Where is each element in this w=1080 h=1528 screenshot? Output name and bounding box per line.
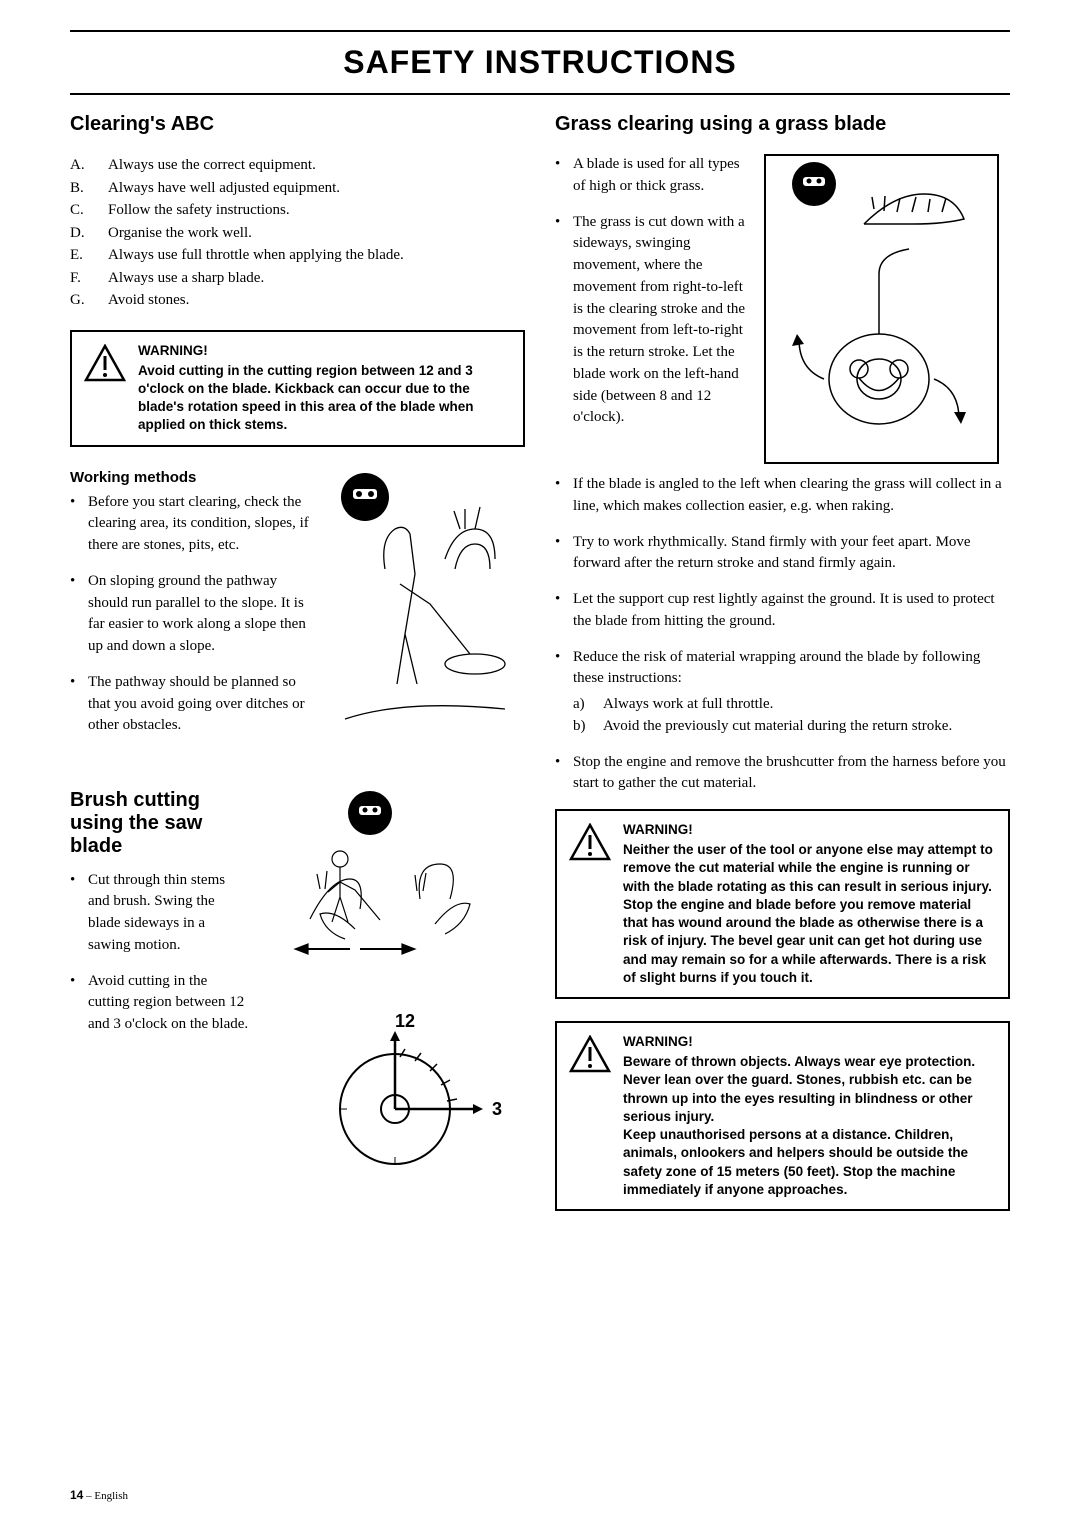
brush-cutting-heading: Brush cutting using the saw blade	[70, 789, 250, 858]
list-item: Let the support cup rest lightly against…	[555, 589, 1010, 633]
grass-rest-bullets: If the blade is angled to the left when …	[555, 474, 1010, 795]
bullet-text: Cut through thin stems and brush. Swing …	[88, 870, 250, 957]
right-column: Grass clearing using a grass blade A bla…	[555, 113, 1010, 1233]
abc-letter: E.	[70, 244, 108, 267]
sub-text: Avoid the previously cut material during…	[603, 716, 952, 738]
bullet-text: Let the support cup rest lightly against…	[573, 589, 1010, 633]
wrapping-sublist: a)Always work at full throttle. b)Avoid …	[573, 694, 1010, 738]
brush-cutting-row: Brush cutting using the saw blade Cut th…	[70, 789, 525, 1209]
top-rule	[70, 30, 1010, 32]
warning-body: Beware of thrown objects. Always wear ey…	[623, 1054, 975, 1197]
list-item: Reduce the risk of material wrapping aro…	[555, 647, 1010, 738]
list-item: Try to work rhythmically. Stand firmly w…	[555, 532, 1010, 576]
abc-item: E.Always use full throttle when applying…	[70, 244, 525, 267]
abc-item: D.Organise the work well.	[70, 222, 525, 245]
working-methods-bullets: Before you start clearing, check the cle…	[70, 492, 311, 738]
bullet-text: The grass is cut down with a sideways, s…	[573, 212, 750, 430]
list-item: Cut through thin stems and brush. Swing …	[70, 870, 250, 957]
list-item: The pathway should be planned so that yo…	[70, 672, 311, 737]
clearing-abc-heading: Clearing's ABC	[70, 113, 525, 136]
bullet-text: On sloping ground the pathway should run…	[88, 571, 311, 658]
abc-text: Always use a sharp blade.	[108, 267, 264, 290]
warning-triangle-icon	[569, 1035, 611, 1078]
warning-box-engine: WARNING! Neither the user of the tool or…	[555, 809, 1010, 999]
list-item: Stop the engine and remove the brushcutt…	[555, 752, 1010, 796]
grass-top-text: A blade is used for all types of high or…	[555, 154, 750, 464]
abc-text: Avoid stones.	[108, 289, 189, 312]
list-item: The grass is cut down with a sideways, s…	[555, 212, 750, 430]
list-item: On sloping ground the pathway should run…	[70, 571, 311, 658]
sub-letter: b)	[573, 716, 603, 738]
list-item: If the blade is angled to the left when …	[555, 474, 1010, 518]
abc-letter: B.	[70, 177, 108, 200]
warning-label: WARNING!	[623, 821, 996, 839]
bullet-text: Reduce the risk of material wrapping aro…	[573, 647, 1010, 738]
bullet-text: Stop the engine and remove the brushcutt…	[573, 752, 1010, 796]
working-methods-row: Working methods Before you start clearin…	[70, 469, 525, 759]
grass-clearing-top-row: A blade is used for all types of high or…	[555, 154, 1010, 464]
abc-item: F.Always use a sharp blade.	[70, 267, 525, 290]
page-language: English	[94, 1490, 128, 1502]
clock-three-label: 3	[492, 1099, 502, 1119]
warning-box-kickback: WARNING! Avoid cutting in the cutting re…	[70, 330, 525, 447]
abc-item: A.Always use the correct equipment.	[70, 154, 525, 177]
brush-cutting-text: Brush cutting using the saw blade Cut th…	[70, 789, 250, 1209]
warning-triangle-icon	[569, 823, 611, 866]
warning-body: Avoid cutting in the cutting region betw…	[138, 363, 474, 433]
abc-text: Always use full throttle when applying t…	[108, 244, 404, 267]
page-title: SAFETY INSTRUCTIONS	[70, 40, 1010, 93]
clearing-abc-list: A.Always use the correct equipment. B.Al…	[70, 154, 525, 312]
warning-body: Neither the user of the tool or anyone e…	[623, 842, 993, 985]
warning-box-thrown: WARNING! Beware of thrown objects. Alway…	[555, 1021, 1010, 1211]
grass-clearing-illustration	[764, 154, 999, 464]
sub-letter: a)	[573, 694, 603, 716]
title-rule	[70, 93, 1010, 95]
bullet-text: A blade is used for all types of high or…	[573, 154, 750, 198]
warning-label: WARNING!	[623, 1033, 996, 1051]
warning-content: WARNING! Avoid cutting in the cutting re…	[138, 342, 511, 435]
brush-cutting-illustration: 12 3	[264, 789, 525, 1209]
wrapping-intro: Reduce the risk of material wrapping aro…	[573, 649, 980, 687]
working-methods-text: Working methods Before you start clearin…	[70, 469, 311, 759]
abc-letter: D.	[70, 222, 108, 245]
abc-text: Always have well adjusted equipment.	[108, 177, 340, 200]
sub-item: b)Avoid the previously cut material duri…	[573, 716, 1010, 738]
abc-text: Always use the correct equipment.	[108, 154, 316, 177]
abc-item: G.Avoid stones.	[70, 289, 525, 312]
sub-item: a)Always work at full throttle.	[573, 694, 1010, 716]
abc-letter: G.	[70, 289, 108, 312]
content-columns: Clearing's ABC A.Always use the correct …	[70, 113, 1010, 1233]
working-methods-illustration	[325, 469, 525, 759]
working-methods-heading: Working methods	[70, 469, 311, 486]
abc-text: Organise the work well.	[108, 222, 252, 245]
abc-letter: F.	[70, 267, 108, 290]
warning-label: WARNING!	[138, 342, 511, 360]
clock-twelve-label: 12	[394, 1011, 414, 1031]
grass-top-bullets: A blade is used for all types of high or…	[555, 154, 750, 429]
list-item: Avoid cutting in the cutting region betw…	[70, 971, 250, 1036]
page-footer: 14 – English	[70, 1488, 128, 1502]
bullet-text: Try to work rhythmically. Stand firmly w…	[573, 532, 1010, 576]
grass-clearing-heading: Grass clearing using a grass blade	[555, 113, 1010, 136]
sub-text: Always work at full throttle.	[603, 694, 773, 716]
warning-content: WARNING! Beware of thrown objects. Alway…	[623, 1033, 996, 1199]
page-number: 14	[70, 1488, 83, 1502]
bullet-text: Avoid cutting in the cutting region betw…	[88, 971, 250, 1036]
bullet-text: Before you start clearing, check the cle…	[88, 492, 311, 557]
abc-letter: A.	[70, 154, 108, 177]
bullet-text: If the blade is angled to the left when …	[573, 474, 1010, 518]
left-column: Clearing's ABC A.Always use the correct …	[70, 113, 525, 1233]
abc-item: C.Follow the safety instructions.	[70, 199, 525, 222]
warning-triangle-icon	[84, 344, 126, 387]
abc-text: Follow the safety instructions.	[108, 199, 290, 222]
brush-cutting-bullets: Cut through thin stems and brush. Swing …	[70, 870, 250, 1036]
warning-content: WARNING! Neither the user of the tool or…	[623, 821, 996, 987]
abc-item: B.Always have well adjusted equipment.	[70, 177, 525, 200]
list-item: A blade is used for all types of high or…	[555, 154, 750, 198]
abc-letter: C.	[70, 199, 108, 222]
list-item: Before you start clearing, check the cle…	[70, 492, 311, 557]
bullet-text: The pathway should be planned so that yo…	[88, 672, 311, 737]
